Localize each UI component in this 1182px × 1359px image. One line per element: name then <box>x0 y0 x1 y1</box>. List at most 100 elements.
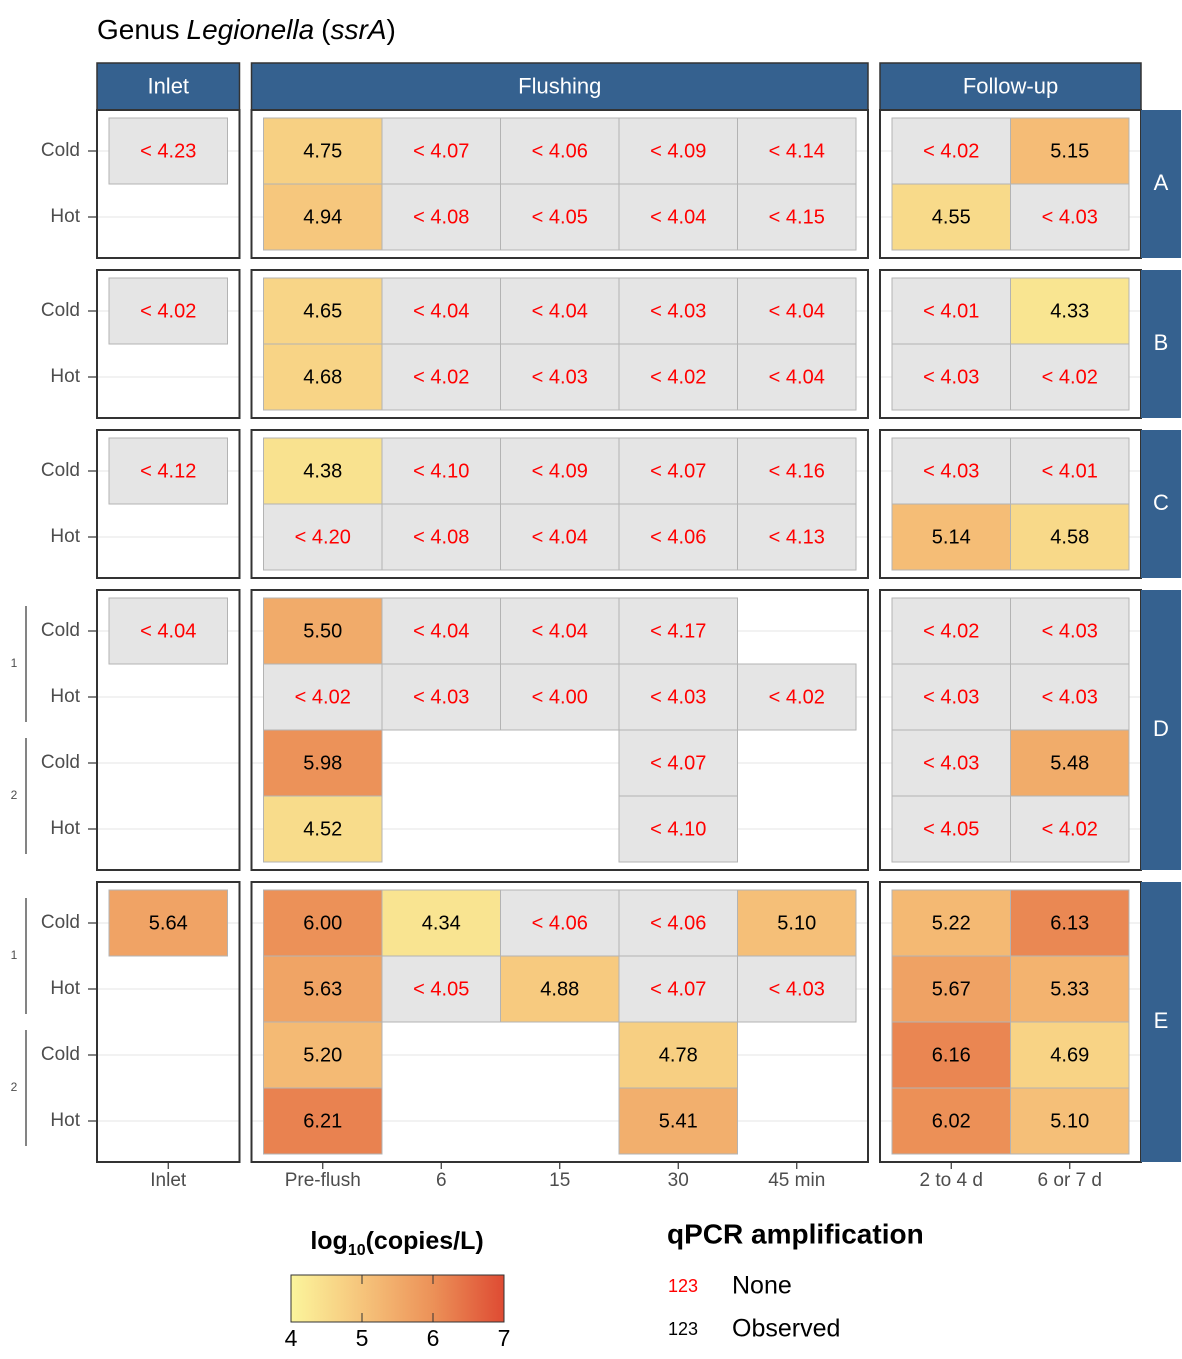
strip-label: Flushing <box>518 73 601 98</box>
cell-label: < 4.08 <box>413 206 469 228</box>
cell-label: 6.00 <box>303 912 342 934</box>
panel-border <box>250 109 869 259</box>
cell <box>263 343 383 411</box>
y-tick-label: Hot <box>50 978 80 999</box>
cell <box>618 795 738 863</box>
x-tick-label: 45 min <box>768 1170 825 1191</box>
cell-label: < 4.10 <box>650 818 706 840</box>
cell <box>381 597 501 665</box>
cell <box>891 277 1011 345</box>
cell-label: 5.41 <box>659 1110 698 1132</box>
chart-title: Genus Legionella (ssrA) <box>97 14 396 45</box>
cell-label: < 4.04 <box>413 300 469 322</box>
legend-sample: 123 <box>668 1319 698 1339</box>
cell <box>618 1087 738 1155</box>
cell-label: 5.15 <box>1050 140 1089 162</box>
cell-label: < 4.06 <box>650 912 706 934</box>
strip <box>250 62 869 111</box>
cell <box>1010 1021 1130 1089</box>
cell-label: < 4.04 <box>532 620 588 642</box>
cell <box>618 183 738 251</box>
strip-label: B <box>1154 330 1169 355</box>
cell <box>263 955 383 1023</box>
cell <box>891 117 1011 185</box>
cell-label: < 4.02 <box>650 366 706 388</box>
cell-label: < 4.02 <box>923 140 979 162</box>
cell <box>737 663 857 731</box>
cell-label: 4.52 <box>303 818 342 840</box>
y-tick-label: Hot <box>50 686 80 707</box>
cell-label: 4.88 <box>540 978 579 1000</box>
cell-label: < 4.07 <box>650 978 706 1000</box>
cell <box>108 889 228 957</box>
legend-sample: 123 <box>668 1276 698 1296</box>
cell <box>263 597 383 665</box>
cell-label: < 4.06 <box>650 526 706 548</box>
cell <box>1010 1087 1130 1155</box>
cell-label: < 4.04 <box>532 300 588 322</box>
cell <box>381 889 501 957</box>
group-label: 2 <box>11 788 18 802</box>
y-tick-label: Cold <box>41 1044 80 1065</box>
cell <box>891 1021 1011 1089</box>
cell <box>618 955 738 1023</box>
cell <box>618 437 738 505</box>
legend-title: qPCR amplification <box>667 1218 924 1249</box>
legend-title-part: log <box>310 1227 348 1255</box>
cell-label: 4.34 <box>422 912 461 934</box>
x-tick-label: Inlet <box>150 1170 187 1191</box>
cell <box>891 437 1011 505</box>
cell-label: < 4.16 <box>769 460 825 482</box>
cell-label: < 4.09 <box>650 140 706 162</box>
strip <box>1141 270 1181 418</box>
y-tick-label: Cold <box>41 912 80 933</box>
cell <box>891 795 1011 863</box>
cell <box>737 503 857 571</box>
cell <box>263 795 383 863</box>
colorbar-tick-label: 4 <box>285 1325 298 1351</box>
panel-border <box>250 269 869 419</box>
panel-border <box>96 109 241 259</box>
strip <box>879 62 1142 111</box>
panel-border <box>96 589 241 871</box>
x-tick-label: 30 <box>668 1170 689 1191</box>
title-part: ) <box>387 14 396 45</box>
cell-label: < 4.01 <box>923 300 979 322</box>
cell-label: 5.67 <box>932 978 971 1000</box>
cell-label: 5.64 <box>149 912 188 934</box>
cell-label: < 4.06 <box>532 140 588 162</box>
cell <box>263 1087 383 1155</box>
title-part: Genus <box>97 14 180 45</box>
cell-label: < 4.07 <box>650 460 706 482</box>
strip <box>1141 430 1181 578</box>
cell <box>618 343 738 411</box>
cell-label: < 4.03 <box>532 366 588 388</box>
cell <box>263 663 383 731</box>
legend-label: Observed <box>732 1315 840 1343</box>
strip <box>1141 590 1181 870</box>
cell-label: 6.02 <box>932 1110 971 1132</box>
cell-label: < 4.06 <box>532 912 588 934</box>
cell <box>891 343 1011 411</box>
cell-label: 5.63 <box>303 978 342 1000</box>
strip-label: Inlet <box>147 73 189 98</box>
cell-label: 4.69 <box>1050 1044 1089 1066</box>
cell-label: < 4.02 <box>923 620 979 642</box>
cell-label: < 4.02 <box>140 300 196 322</box>
cell <box>263 183 383 251</box>
cell-label: < 4.02 <box>295 686 351 708</box>
cell-label: < 4.03 <box>923 752 979 774</box>
cell-label: < 4.12 <box>140 460 196 482</box>
strip-label: A <box>1154 170 1169 195</box>
cell-label: < 4.05 <box>532 206 588 228</box>
cell-label: 6.21 <box>303 1110 342 1132</box>
cell <box>1010 663 1130 731</box>
cell <box>891 597 1011 665</box>
cell <box>737 955 857 1023</box>
cell-label: 4.55 <box>932 206 971 228</box>
cell <box>108 117 228 185</box>
group-label: 1 <box>11 656 18 670</box>
cell-label: < 4.03 <box>923 686 979 708</box>
cell-label: < 4.17 <box>650 620 706 642</box>
cell <box>618 117 738 185</box>
